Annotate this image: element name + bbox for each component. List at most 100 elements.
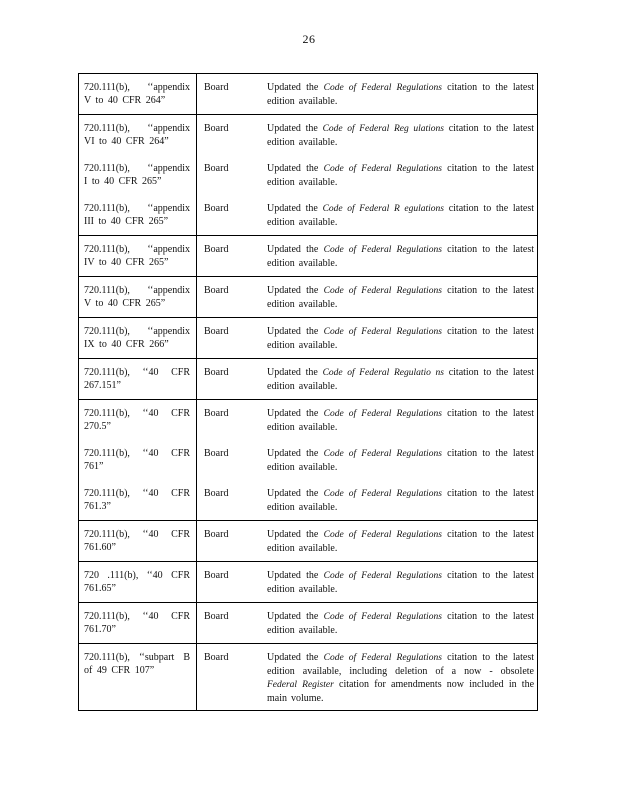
table-row: 720 .111(b), ‘‘40 CFR 761.65” Board Updated… [79, 562, 537, 602]
citation-line: of 49 CFR 107” [84, 665, 155, 676]
citation-cell: 720 .111(b), ‘‘40 CFR 761.65” [79, 562, 197, 602]
description-italic-segment: Code of Federal Regulations [323, 83, 442, 93]
table-row: 720.111(b), ‘‘appendix IX to 40 CFR 266” B… [79, 318, 537, 358]
citation-cell: 720.111(b), ‘‘subpart B of 49 CFR 107” [79, 644, 197, 710]
board-cell: Board [204, 285, 229, 296]
description-cell: Updated the Code of Federal Regulations … [267, 400, 537, 440]
table-row-group: 720.111(b), ‘‘40 CFR 270.5” Board Updated t… [79, 399, 537, 520]
description-text-segment: Updated the [267, 611, 324, 622]
description-text-segment: citation to the latest edition available… [267, 163, 535, 188]
description-text-segment: citation to the latest edition available… [267, 203, 535, 228]
description-text-segment: Updated the [267, 244, 324, 255]
board-cell: Board [204, 652, 229, 663]
description-text-segment: citation to the latest edition available… [267, 652, 535, 677]
citation-line: 720.111(b), ‘‘appendix [84, 163, 190, 174]
description-cell: Updated the Code of Federal Reg ulations… [267, 115, 537, 155]
board-cell: Board [204, 163, 229, 174]
description-text-segment: Updated the [267, 529, 324, 540]
description-italic-segment: Code of Federal Regulations [323, 286, 442, 296]
description-cell: Updated the Code of Federal Regulations … [267, 155, 537, 195]
citation-line: 267.151” [84, 380, 121, 391]
description-italic-segment: Code of Federal Regulations [323, 530, 442, 540]
table-row: 720.111(b), ‘‘40 CFR 267.151” Board Updated… [79, 359, 537, 399]
board-cell: Board [204, 611, 229, 622]
citation-line: V to 40 CFR 264” [84, 95, 166, 106]
citation-line: IV to 40 CFR 265” [84, 257, 169, 268]
citation-line: 720.111(b), ‘‘40 CFR [84, 488, 190, 499]
citation-line: 720.111(b), ‘‘appendix [84, 326, 190, 337]
description-italic-segment: Code of Federal Regulations [323, 245, 442, 255]
description-italic-segment: Code of Federal Regulations [323, 571, 442, 581]
table-row: 720.111(b), ‘‘subpart B of 49 CFR 107” Boa… [79, 644, 537, 710]
board-cell: Board [204, 82, 229, 93]
description-text-segment: Updated the [267, 123, 323, 134]
table-row-group: 720 .111(b), ‘‘40 CFR 761.65” Board Updated… [79, 561, 537, 602]
board-cell: Board [204, 326, 229, 337]
citation-cell: 720.111(b), ‘‘appendix V to 40 CFR 264” [79, 74, 197, 114]
citation-cell: 720.111(b), ‘‘40 CFR 761.60” [79, 521, 197, 561]
description-text-segment: citation to the latest edition available… [267, 82, 535, 107]
description-cell: Updated the Code of Federal Regulations … [267, 236, 537, 276]
citation-cell: 720.111(b), ‘‘appendix I to 40 CFR 265” [79, 155, 197, 195]
citation-cell: 720.111(b), ‘‘40 CFR 761.3” [79, 480, 197, 520]
table-row: 720.111(b), ‘‘40 CFR 761.3” Board Updated t… [79, 480, 537, 520]
page-number: 26 [302, 32, 316, 46]
citation-line: 720.111(b), ‘‘appendix [84, 82, 190, 93]
table-row: 720.111(b), ‘‘appendix V to 40 CFR 264” Bo… [79, 74, 537, 114]
board-cell: Board [204, 244, 229, 255]
board-cell: Board [204, 448, 229, 459]
description-italic-segment: Code of Federal Regulations [323, 612, 442, 622]
citation-cell: 720.111(b), ‘‘appendix IX to 40 CFR 266” [79, 318, 197, 358]
citation-cell: 720.111(b), ‘‘appendix IV to 40 CFR 265” [79, 236, 197, 276]
description-cell: Updated the Code of Federal Regulations … [267, 74, 537, 114]
citation-line: 720.111(b), ‘‘40 CFR [84, 448, 190, 459]
description-text-segment: citation to the latest edition available… [267, 367, 535, 392]
table-row: 720.111(b), ‘‘appendix IV to 40 CFR 265” B… [79, 236, 537, 276]
table-row: 720.111(b), ‘‘appendix V to 40 CFR 265” Bo… [79, 277, 537, 317]
description-text-segment: Updated the [267, 367, 323, 378]
description-italic-segment: Code of Federal Regulations [323, 327, 442, 337]
citation-line: 720.111(b), ‘‘40 CFR [84, 529, 190, 540]
description-cell: Updated the Code of Federal Regulations … [267, 644, 537, 710]
citation-cell: 720.111(b), ‘‘40 CFR 761.70” [79, 603, 197, 643]
description-cell: Updated the Code of Federal Regulations … [267, 318, 537, 358]
citation-line: 720.111(b), ‘‘40 CFR [84, 408, 190, 419]
table-row: 720.111(b), ‘‘40 CFR 761” Board Updated the… [79, 440, 537, 480]
citation-line: 720.111(b), ‘‘appendix [84, 285, 190, 296]
description-text-segment: Updated the [267, 163, 324, 174]
citation-cell: 720.111(b), ‘‘40 CFR 270.5” [79, 400, 197, 440]
citation-line: 720.111(b), ‘‘appendix [84, 123, 190, 134]
description-text-segment: Updated the [267, 82, 324, 93]
table-row: 720.111(b), ‘‘40 CFR 270.5” Board Updated t… [79, 400, 537, 440]
description-cell: Updated the Code of Federal Regulations … [267, 603, 537, 643]
citation-line: 720.111(b), ‘‘40 CFR [84, 611, 190, 622]
description-italic-segment: Code of Federal R egulations [322, 204, 444, 214]
table-row-group: 720.111(b), ‘‘appendix V to 40 CFR 264” Bo… [79, 74, 537, 114]
table-row-group: 720.111(b), ‘‘40 CFR 267.151” Board Updated… [79, 358, 537, 399]
table-row: 720.111(b), ‘‘appendix I to 40 CFR 265” Bo… [79, 155, 537, 195]
board-cell: Board [204, 570, 229, 581]
table-row-group: 720.111(b), ‘‘40 CFR 761.60” Board Updated … [79, 520, 537, 561]
citation-line: 761.65” [84, 583, 116, 594]
board-cell: Board [204, 408, 229, 419]
description-text-segment: Updated the [267, 203, 323, 214]
description-text-segment: citation to the latest edition available… [267, 408, 535, 433]
description-cell: Updated the Code of Federal Regulations … [267, 480, 537, 520]
board-cell: Board [204, 488, 229, 499]
citation-line: 761” [84, 461, 104, 472]
description-text-segment: Updated the [267, 408, 324, 419]
description-italic-segment: Code of Federal Regulations [323, 653, 442, 663]
description-italic-segment: Code of Federal Regulatio ns [322, 368, 444, 378]
table-row-group: 720.111(b), ‘‘appendix V to 40 CFR 265” Bo… [79, 276, 537, 317]
citation-line: 270.5” [84, 421, 111, 432]
description-cell: Updated the Code of Federal Regulations … [267, 521, 537, 561]
citation-line: 761.60” [84, 542, 116, 553]
citation-line: I to 40 CFR 265” [84, 176, 162, 187]
citation-line: 720.111(b), ‘‘appendix [84, 203, 190, 214]
table-row-group: 720.111(b), ‘‘subpart B of 49 CFR 107” Boa… [79, 643, 537, 710]
description-cell: Updated the Code of Federal Regulations … [267, 440, 537, 480]
citation-line: VI to 40 CFR 264” [84, 136, 169, 147]
citation-line: V to 40 CFR 265” [84, 298, 166, 309]
description-text-segment: citation to the latest edition available… [267, 611, 535, 636]
table-row: 720.111(b), ‘‘appendix VI to 40 CFR 264” B… [79, 115, 537, 155]
